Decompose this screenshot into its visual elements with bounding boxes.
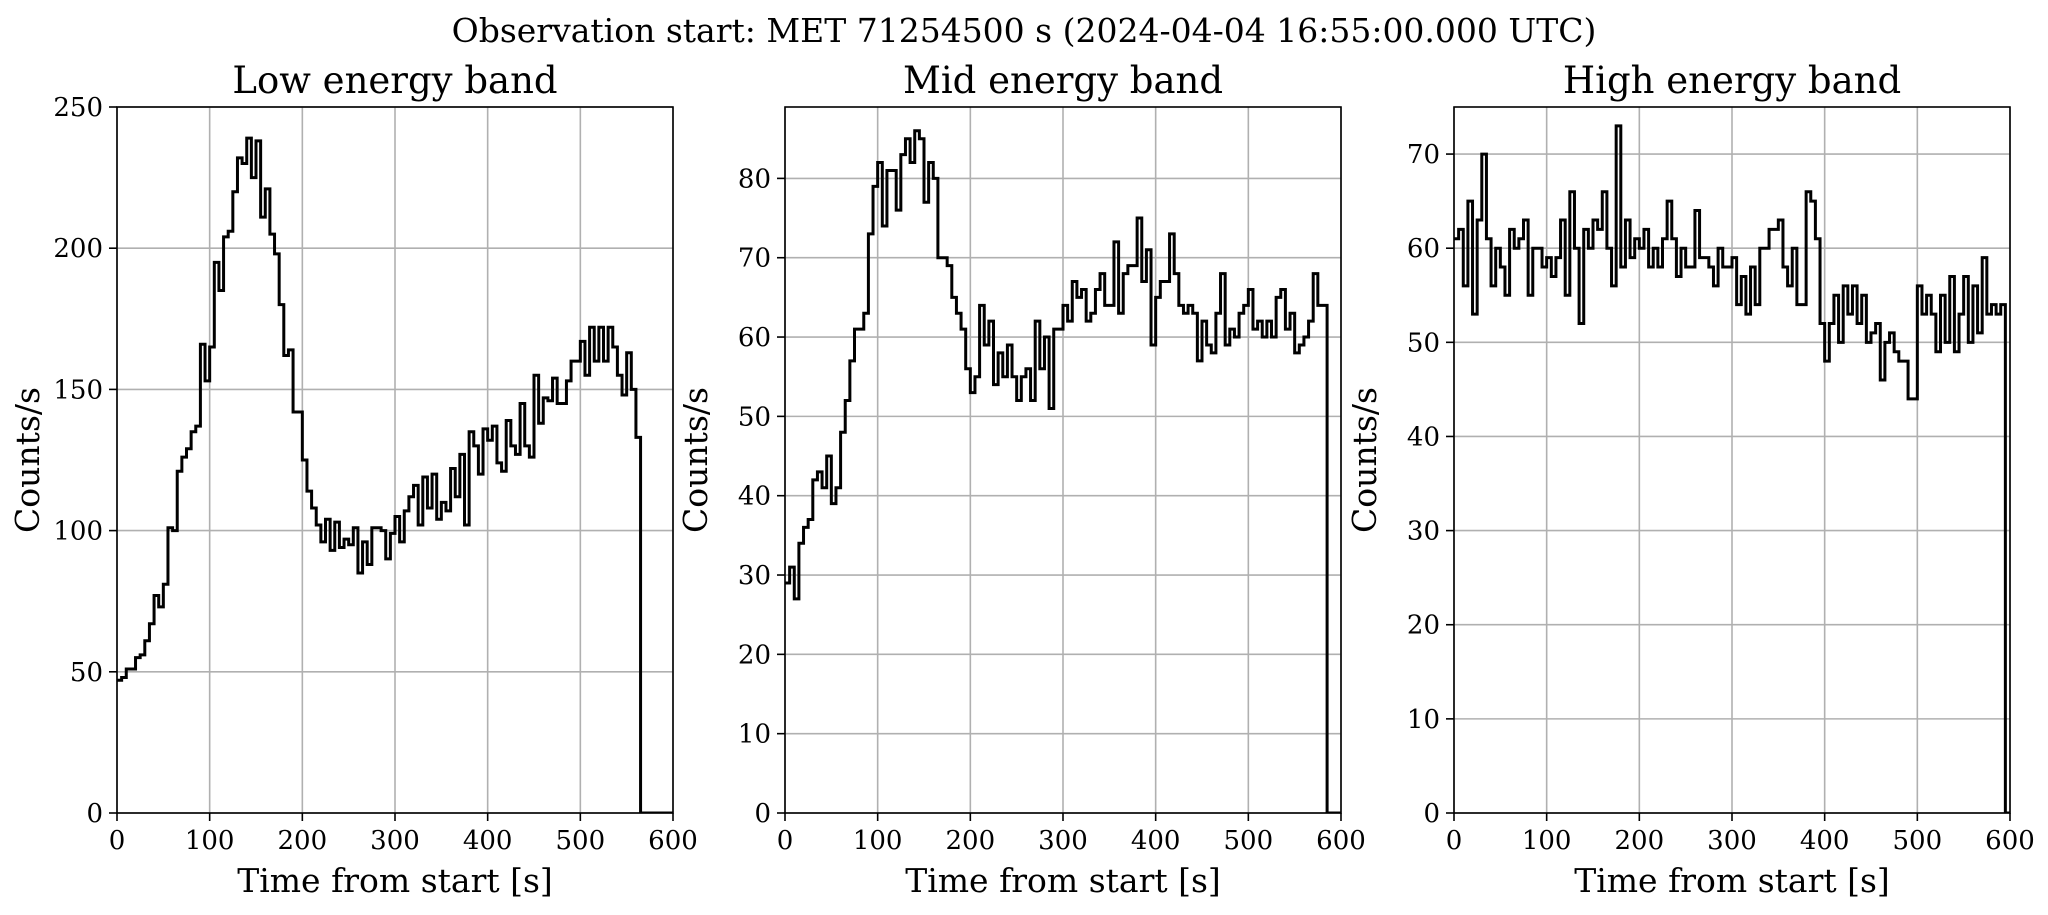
y-tick-label: 50 — [1407, 328, 1440, 358]
x-tick-label: 600 — [1985, 826, 2035, 856]
x-tick-label: 400 — [1131, 826, 1181, 856]
x-tick-label: 300 — [1038, 826, 1088, 856]
chart-panel-2: 0 100 200 300 400 500 600 0 10 20 30 40 50 60 70 80 Mid … — [676, 59, 1366, 900]
y-tick-label: 10 — [1407, 705, 1440, 735]
y-tick-label: 0 — [754, 799, 771, 829]
x-tick-label: 600 — [1316, 826, 1366, 856]
y-axis-label: Counts/s — [676, 387, 715, 533]
chart-panel-3: 0 100 200 300 400 500 600 0 10 20 30 40 50 60 70 High e… — [1345, 59, 2035, 900]
series-line-1 — [785, 129, 1341, 813]
y-tick-label: 30 — [1407, 517, 1440, 547]
y-tick-label: 50 — [738, 402, 771, 432]
y-tick-label: 100 — [53, 517, 103, 547]
x-tick-label: 500 — [1224, 826, 1274, 856]
y-tick-label: 150 — [53, 375, 103, 405]
y-tick-label: 60 — [1407, 234, 1440, 264]
y-tick-label: 200 — [53, 234, 103, 264]
x-tick-label: 500 — [1893, 826, 1943, 856]
x-tick-label: 0 — [777, 826, 794, 856]
x-tick-label: 300 — [370, 826, 420, 856]
y-tick-label: 80 — [738, 164, 771, 194]
y-tick-label: 20 — [1407, 611, 1440, 641]
panel-title: High energy band — [1563, 59, 1901, 102]
x-axis-label: Time from start [s] — [237, 861, 553, 900]
y-tick-label: 60 — [738, 323, 771, 353]
x-tick-label: 200 — [946, 826, 996, 856]
panel-title: Low energy band — [232, 59, 557, 102]
y-tick-label: 10 — [738, 720, 771, 750]
series-line-1 — [117, 136, 673, 813]
chart-panel-1: 0 100 200 300 400 500 600 0 50 100 150 200 250 Low en… — [8, 59, 698, 900]
y-tick-label: 0 — [86, 799, 103, 829]
x-tick-label: 200 — [278, 826, 328, 856]
panel-title: Mid energy band — [903, 59, 1223, 102]
series-line-1 — [1454, 124, 2010, 813]
y-tick-label: 70 — [738, 244, 771, 274]
y-tick-label: 30 — [738, 561, 771, 591]
x-tick-label: 500 — [556, 826, 606, 856]
x-tick-label: 0 — [1446, 826, 1463, 856]
x-axis-label: Time from start [s] — [905, 861, 1221, 900]
y-axis-label: Counts/s — [8, 387, 47, 533]
y-tick-label: 20 — [738, 640, 771, 670]
x-tick-label: 300 — [1707, 826, 1757, 856]
x-tick-label: 100 — [185, 826, 235, 856]
y-tick-label: 250 — [53, 93, 103, 123]
y-tick-label: 0 — [1423, 799, 1440, 829]
y-tick-label: 50 — [70, 658, 103, 688]
x-tick-label: 100 — [853, 826, 903, 856]
x-tick-label: 400 — [463, 826, 513, 856]
x-tick-label: 0 — [109, 826, 126, 856]
x-tick-label: 200 — [1615, 826, 1665, 856]
figure-suptitle: Observation start: MET 71254500 s (2024-… — [452, 11, 1597, 50]
y-tick-label: 70 — [1407, 140, 1440, 170]
y-tick-label: 40 — [1407, 422, 1440, 452]
y-tick-label: 40 — [738, 482, 771, 512]
x-tick-label: 400 — [1800, 826, 1850, 856]
x-axis-label: Time from start [s] — [1574, 861, 1890, 900]
x-tick-label: 600 — [648, 826, 698, 856]
y-axis-label: Counts/s — [1345, 387, 1384, 533]
x-tick-label: 100 — [1522, 826, 1572, 856]
